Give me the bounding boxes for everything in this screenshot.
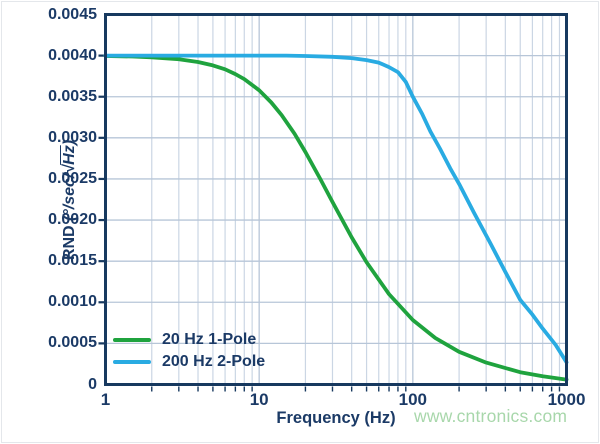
y-axis-title: RND (°/sec/√Hz)	[61, 140, 79, 260]
y-tick-label: 0.0040	[48, 46, 97, 64]
x-axis-title: Frequency (Hz)	[276, 409, 396, 427]
y-tick-label: 0.0010	[48, 293, 97, 311]
x-tick-label: 10	[249, 390, 269, 409]
legend-swatch-green-line	[113, 337, 151, 343]
y-axis-unit-suffix: )	[61, 139, 78, 146]
x-tick-label: 1000	[547, 390, 586, 409]
y-axis-unit-prefix: (°/sec/√	[61, 164, 78, 221]
y-tick-label: 0.0020	[48, 211, 97, 229]
legend-swatch-cyan-line	[113, 359, 151, 365]
y-tick-label: 0	[88, 375, 97, 393]
y-tick-label: 0.0045	[48, 5, 97, 23]
watermark: www.cntronics.com	[414, 406, 568, 426]
y-tick-label: 0.0015	[48, 252, 97, 270]
y-axis-quantity: RND	[61, 220, 78, 261]
y-axis-unit-overline: Hz	[61, 145, 78, 165]
legend: 20 Hz 1-Pole 200 Hz 2-Pole	[113, 329, 265, 373]
x-tick-label: 1	[100, 390, 111, 409]
x-tick-label: 100	[398, 390, 428, 409]
legend-item-20hz-1pole: 20 Hz 1-Pole	[113, 329, 265, 351]
y-tick-label: 0.0035	[48, 87, 97, 105]
legend-label: 200 Hz 2-Pole	[162, 353, 266, 370]
legend-label: 20 Hz 1-Pole	[162, 331, 257, 348]
y-tick-label: 0.0025	[48, 169, 97, 187]
y-tick-label: 0.0030	[48, 128, 97, 146]
y-tick-label: 0.0005	[48, 334, 97, 352]
legend-item-200hz-2pole: 200 Hz 2-Pole	[113, 351, 265, 373]
